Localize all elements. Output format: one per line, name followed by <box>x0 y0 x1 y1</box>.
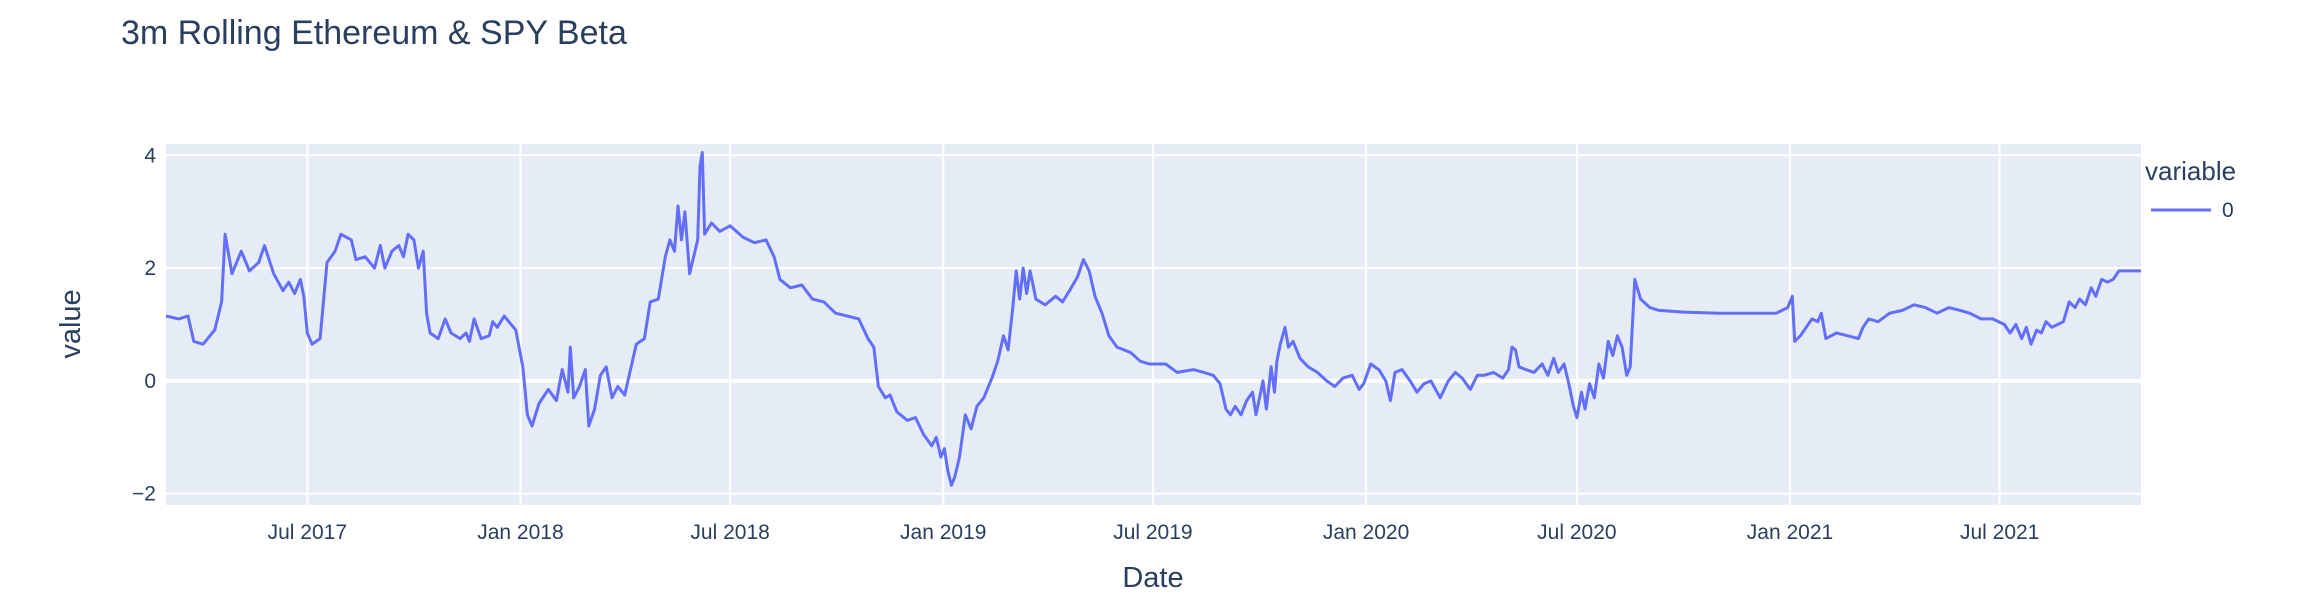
legend-title: variable <box>2145 156 2236 186</box>
x-tick-label: Jan 2019 <box>900 521 986 544</box>
tick-labels: Jul 2017 Jan 2018 Jul 2018 Jan 2019 Jul 2019… <box>132 144 2039 544</box>
y-tick-label: −2 <box>132 483 156 506</box>
y-tick-label: 2 <box>144 257 156 280</box>
y-tick-label: 4 <box>144 144 156 167</box>
legend[interactable]: variable 0 <box>2145 156 2236 222</box>
x-tick-label: Jan 2020 <box>1323 521 1409 544</box>
x-axis-title: Date <box>1122 562 1183 594</box>
grid-lines <box>166 144 2141 505</box>
y-axis-title: value <box>55 289 87 358</box>
legend-series-label[interactable]: 0 <box>2222 199 2234 222</box>
y-tick-label: 0 <box>144 370 156 393</box>
x-tick-label: Jul 2018 <box>690 521 769 544</box>
chart-title: 3m Rolling Ethereum & SPY Beta <box>121 14 627 52</box>
x-tick-label: Jul 2019 <box>1113 521 1192 544</box>
x-tick-label: Jul 2021 <box>1960 521 2039 544</box>
x-tick-label: Jan 2021 <box>1747 521 1833 544</box>
x-tick-label: Jul 2017 <box>268 521 347 544</box>
x-tick-label: Jul 2020 <box>1537 521 1616 544</box>
x-tick-label: Jan 2018 <box>477 521 563 544</box>
data-layer <box>165 151 2141 487</box>
series-line-0[interactable] <box>165 151 2141 487</box>
